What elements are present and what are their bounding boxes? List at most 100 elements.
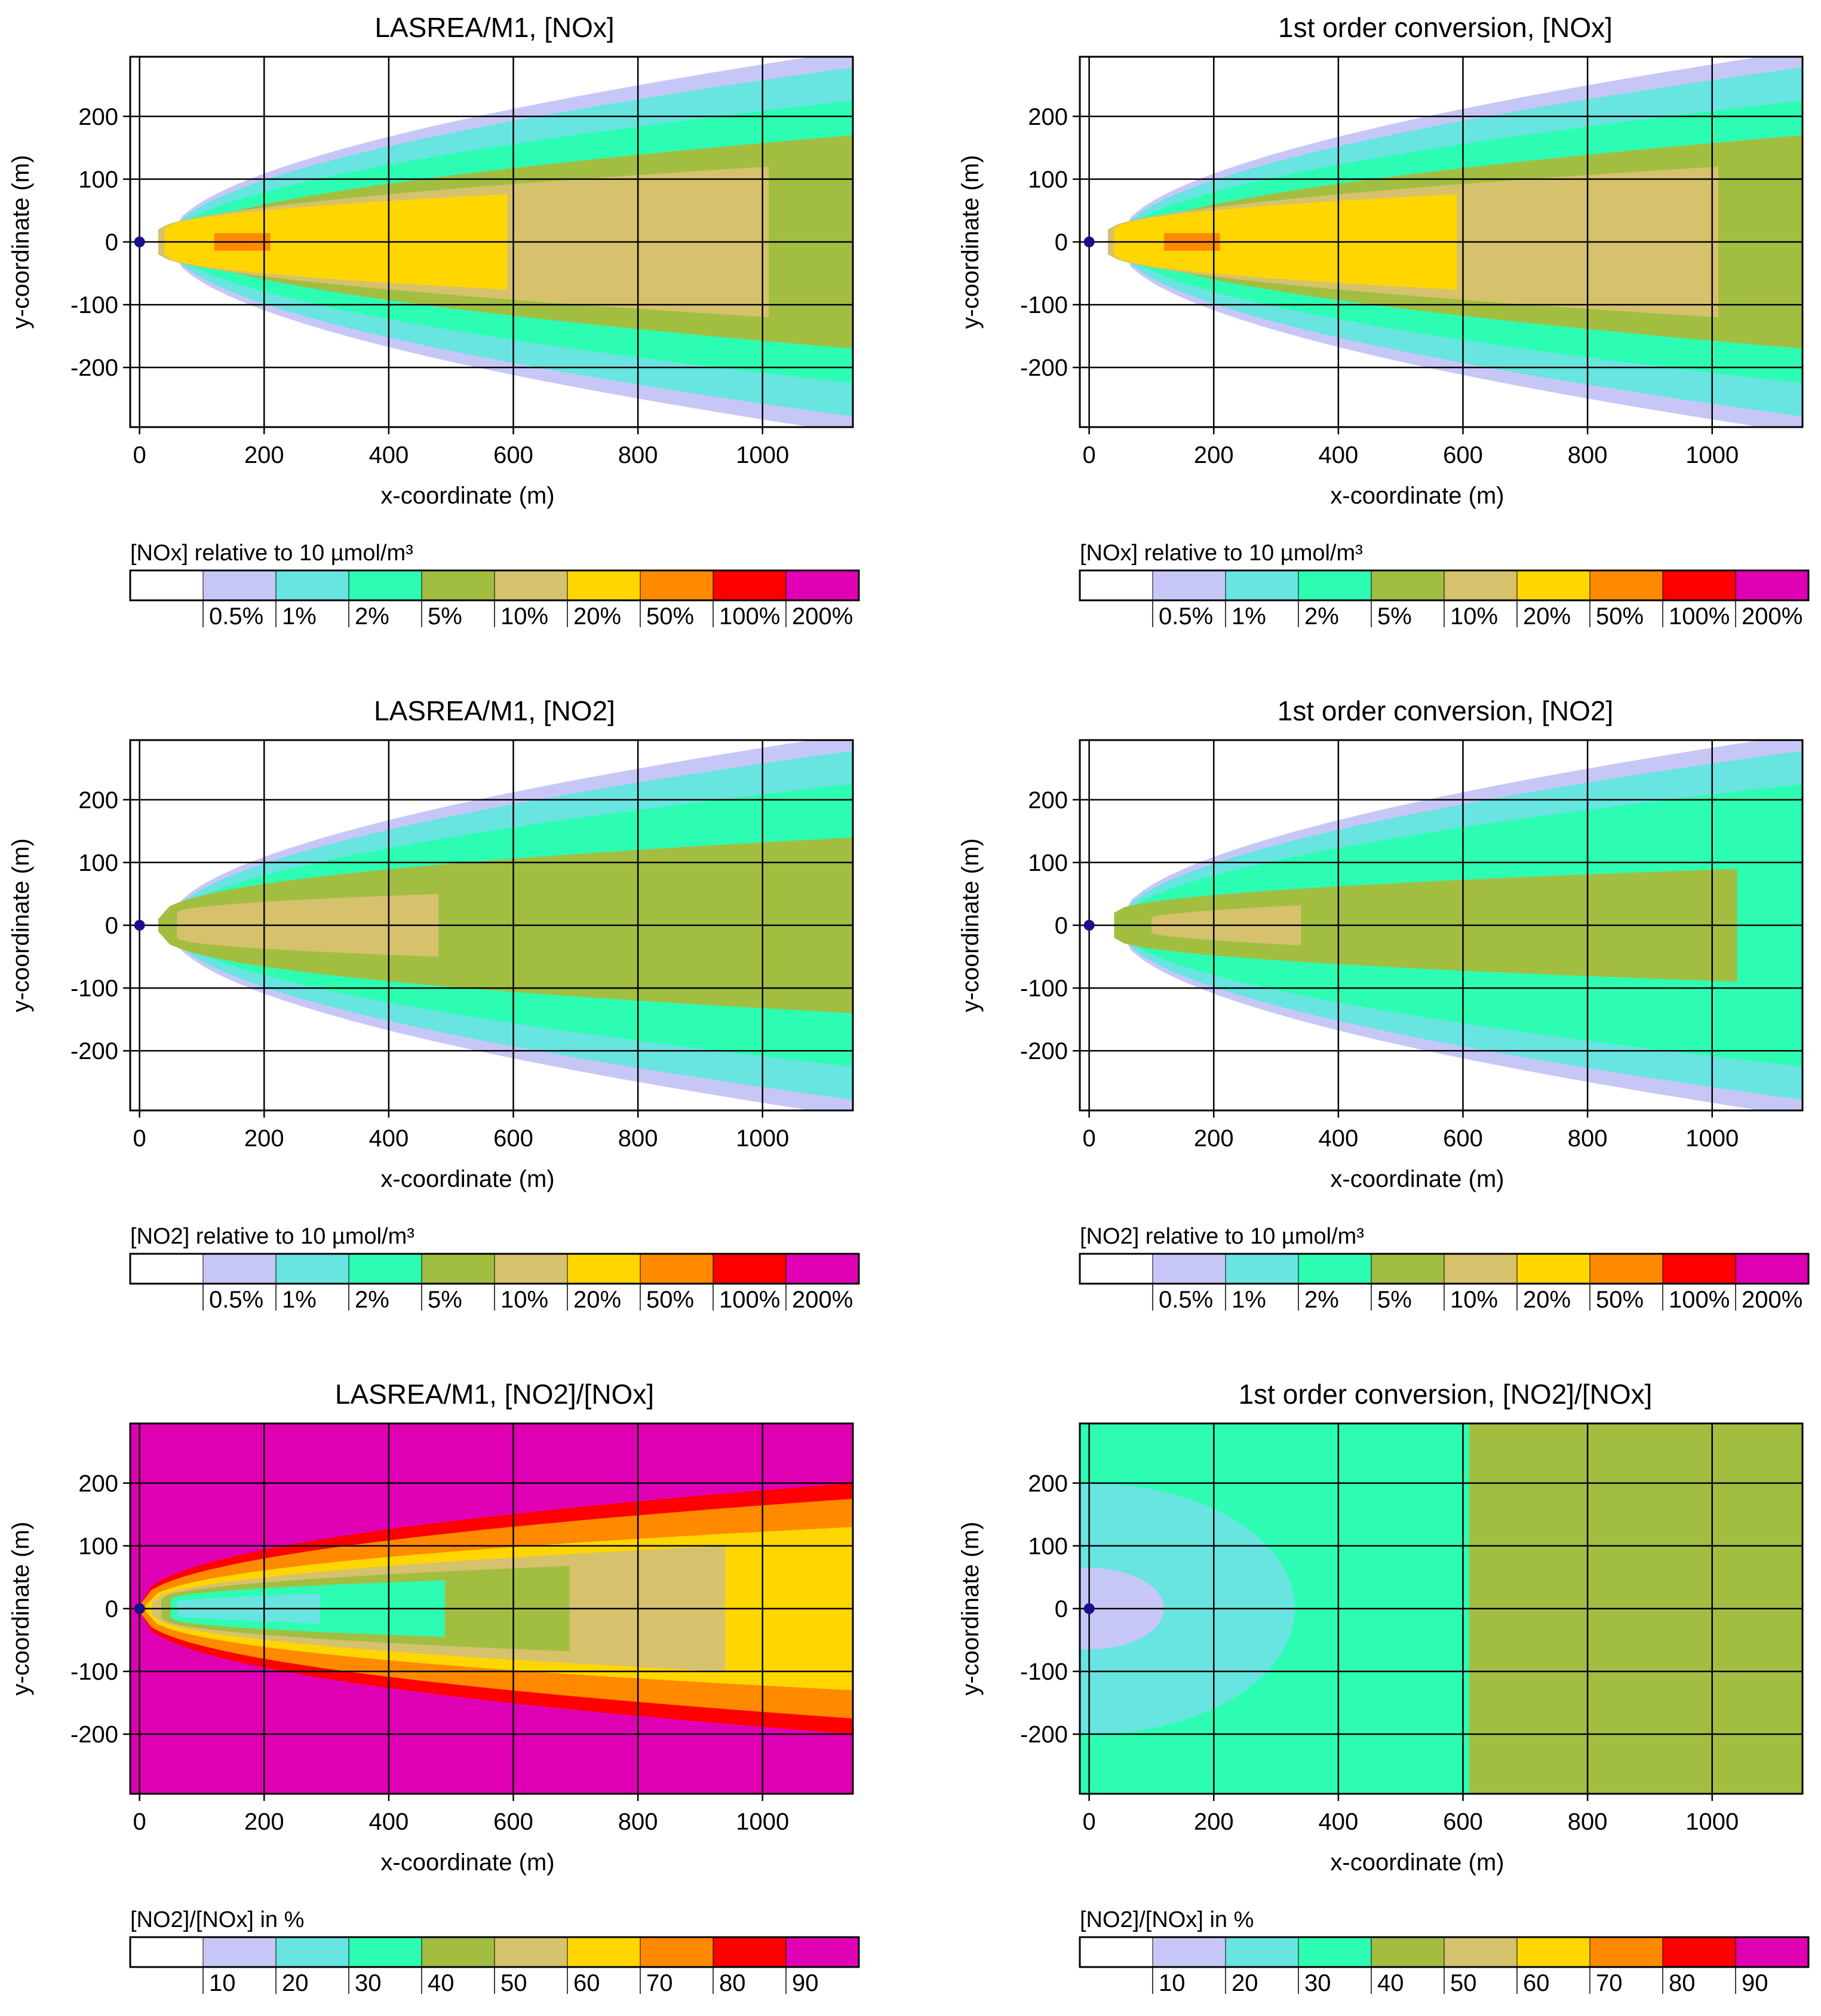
y-tick-label: -100	[70, 975, 118, 1002]
colorbar-tick-label: 90	[1742, 1970, 1768, 1996]
panel-title: LASREA/M1, [NO2]	[374, 695, 615, 726]
colorbar-tick-label: 0.5%	[209, 1287, 263, 1313]
x-tick-label: 600	[1443, 442, 1483, 468]
plot-area	[130, 740, 853, 1110]
colorbar-tick-label: 2%	[1304, 603, 1339, 630]
x-tick-label: 400	[369, 442, 409, 468]
plot-area	[1080, 1423, 1802, 1794]
colorbar-swatch	[640, 570, 714, 601]
panel-title: 1st order conversion, [NO2]	[1278, 695, 1613, 726]
plot-area	[130, 57, 853, 427]
colorbar-tick-label: 20%	[1523, 1287, 1571, 1313]
colorbar-swatch	[1298, 570, 1372, 601]
x-tick-label: 0	[1083, 442, 1096, 468]
colorbar-swatch	[1371, 1253, 1445, 1284]
x-tick-label: 800	[618, 1809, 658, 1835]
y-tick-label: 200	[1028, 104, 1068, 130]
y-axis-label: y-coordinate (m)	[957, 1521, 984, 1695]
colorbar-swatch	[1589, 570, 1663, 601]
colorbar-tick-label: 60	[573, 1970, 600, 1996]
colorbar-swatch	[567, 1937, 641, 1968]
y-tick-label: -200	[70, 355, 118, 381]
colorbar-tick-label: 0.5%	[209, 603, 263, 630]
colorbar-swatch	[1662, 570, 1736, 601]
colorbar-tick-label: 20	[1232, 1970, 1258, 1996]
x-tick-label: 1000	[1685, 1125, 1739, 1152]
y-axis-label: y-coordinate (m)	[8, 1521, 34, 1695]
colorbar-conc_no2: 0.5% 1% 2% 5% 10% 20% 50% 100% 200%	[129, 1253, 860, 1313]
colorbar-swatch	[785, 570, 859, 601]
y-tick-label: 100	[78, 850, 118, 876]
colorbar-tick-label: 100%	[719, 603, 780, 630]
plot-area	[1080, 740, 1802, 1110]
y-tick-label: -100	[70, 292, 118, 318]
x-tick-label: 600	[1443, 1125, 1483, 1152]
colorbar-tick-label: 200%	[792, 1287, 853, 1313]
y-tick-label: 200	[78, 1471, 118, 1497]
colorbar-conc_nox: 0.5% 1% 2% 5% 10% 20% 50% 100% 200%	[1079, 569, 1810, 630]
colorbar-swatch	[713, 1937, 787, 1968]
colorbar-swatch	[1225, 1937, 1299, 1968]
source-marker	[1083, 1603, 1095, 1614]
y-tick-label: 0	[1055, 229, 1068, 256]
panel-title: 1st order conversion, [NO2]/[NOx]	[1239, 1379, 1653, 1410]
colorbar-tick-label: 20%	[1523, 603, 1571, 630]
colorbar-swatch	[421, 1253, 495, 1284]
colorbar-swatch	[1298, 1937, 1372, 1968]
colorbar-swatch	[640, 1937, 714, 1968]
source-marker	[1083, 237, 1095, 247]
colorbar-label-nox-right: [NOx] relative to 10 µmol/m³	[1080, 541, 1363, 566]
colorbar-swatch	[1152, 1937, 1226, 1968]
colorbar-swatch	[130, 1937, 204, 1968]
panel-first-order-nox: 1st order conversion, [NOx] 0 200 400 600 80…	[957, 12, 1804, 509]
colorbar-tick-label: 20%	[573, 1287, 621, 1313]
x-tick-label: 400	[369, 1125, 409, 1152]
plot-area	[130, 1423, 853, 1794]
colorbar-tick-label: 10%	[1450, 1287, 1498, 1313]
colorbar-swatch	[494, 1937, 568, 1968]
x-tick-label: 800	[618, 1125, 658, 1152]
colorbar-tick-label: 2%	[355, 1287, 389, 1313]
colorbar-tick-label: 0.5%	[1159, 603, 1213, 630]
colorbar-tick-label: 2%	[355, 603, 389, 630]
x-tick-label: 1000	[1685, 1809, 1739, 1835]
y-tick-label: 0	[1055, 1596, 1068, 1622]
colorbar-swatch	[1079, 570, 1153, 601]
x-tick-label: 1000	[736, 1125, 789, 1152]
colorbar-tick-label: 1%	[282, 1287, 317, 1313]
y-tick-label: 0	[1055, 913, 1068, 939]
colorbar-tick-label: 5%	[1377, 603, 1412, 630]
colorbar-label-no2-left: [NO2] relative to 10 µmol/m³	[130, 1224, 414, 1249]
source-marker	[134, 920, 145, 931]
source-marker	[1083, 920, 1095, 931]
source-marker	[134, 237, 145, 247]
colorbar-tick-label: 10%	[1450, 603, 1498, 630]
colorbar-swatch	[202, 570, 277, 601]
x-axis-label: x-coordinate (m)	[380, 1166, 554, 1192]
colorbar-tick-label: 40	[1377, 1970, 1404, 1996]
panel-title: 1st order conversion, [NOx]	[1278, 12, 1613, 43]
x-tick-label: 400	[1319, 1125, 1359, 1152]
colorbar-swatch	[1371, 1937, 1445, 1968]
colorbar-swatch	[1444, 1937, 1518, 1968]
x-tick-label: 1000	[1685, 442, 1739, 468]
grid	[130, 1423, 853, 1794]
x-tick-label: 0	[133, 1809, 146, 1835]
y-tick-label: 0	[105, 913, 118, 939]
x-tick-label: 600	[493, 442, 533, 468]
colorbar-swatch	[1589, 1253, 1663, 1284]
colorbar-swatch	[421, 570, 495, 601]
colorbar-swatch	[1225, 570, 1299, 601]
y-tick-label: 200	[1028, 1471, 1068, 1497]
colorbar-swatch	[1225, 1253, 1299, 1284]
colorbar-tick-label: 80	[1669, 1970, 1696, 1996]
x-tick-label: 800	[1568, 1125, 1608, 1152]
colorbar-tick-label: 60	[1523, 1970, 1550, 1996]
colorbar-tick-label: 0.5%	[1159, 1287, 1213, 1313]
source-marker	[134, 1603, 145, 1614]
x-tick-label: 400	[369, 1809, 409, 1835]
colorbar-tick-label: 100%	[1669, 603, 1730, 630]
colorbar-label-no2-right: [NO2] relative to 10 µmol/m³	[1080, 1224, 1364, 1249]
colorbar-tick-label: 5%	[1377, 1287, 1412, 1313]
colorbar-tick-label: 10%	[500, 603, 548, 630]
